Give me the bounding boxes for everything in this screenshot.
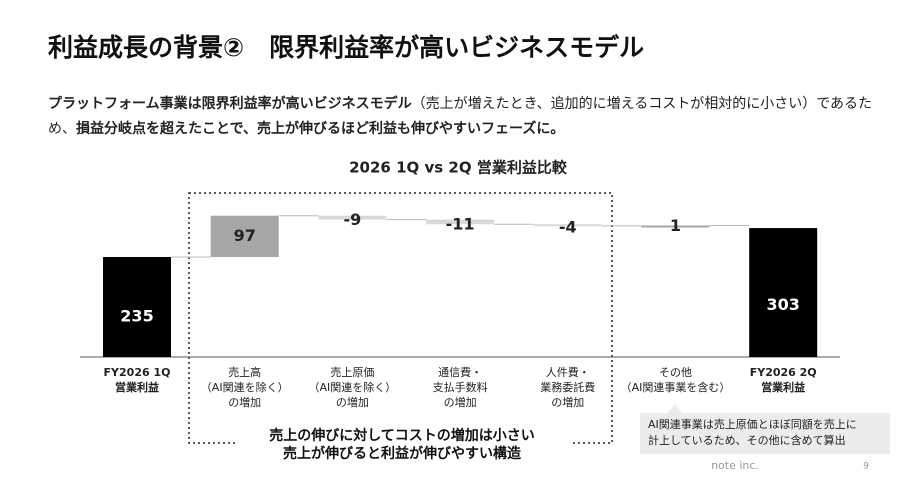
x-tick-label: の増加 [336, 396, 369, 409]
box-label-bg [238, 424, 570, 464]
bar [533, 224, 602, 227]
chart-title: 2026 1Q vs 2Q 営業利益比較 [349, 159, 568, 177]
callout-pointer [668, 404, 682, 413]
box-annotation: 売上の伸びに対してコストの増加は小さい [269, 427, 535, 444]
bar [749, 228, 818, 357]
lead-segment: （売上が増えたとき、追加的に増えるコストが相対的に小さい）であるため、 [48, 96, 873, 137]
callout-text: 計上しているため、その他に含めて算出 [648, 433, 846, 447]
page-number: 9 [863, 462, 869, 472]
slide-title: 利益成長の背景② 限界利益率が高いビジネスモデル [48, 33, 645, 62]
value-label: 235 [120, 307, 153, 326]
value-label: 303 [766, 295, 799, 314]
x-tick-label: FY2026 2Q [750, 366, 817, 379]
callout [640, 413, 890, 454]
x-tick-label: 売上原価 [330, 366, 374, 379]
x-tick-label: （AI関連事業を含む） [621, 380, 731, 394]
x-tick-label: その他 [659, 366, 692, 379]
x-tick-label: 業務委託費 [540, 380, 595, 394]
callout-text: AI関連事業は売上原価とほぼ同額を売上に [648, 417, 857, 431]
value-label: -11 [446, 214, 475, 233]
bar [426, 219, 495, 225]
x-tick-label: の増加 [551, 396, 584, 409]
bar [210, 215, 279, 257]
bar [641, 225, 710, 228]
x-tick-label: 売上高 [228, 365, 261, 379]
value-label: 97 [234, 226, 256, 245]
x-tick-label: FY2026 1Q [104, 366, 171, 379]
x-tick-label: （AI関連を除く） [309, 380, 397, 394]
x-tick-label: （AI関連を除く） [201, 380, 289, 394]
dotted-box [188, 192, 613, 444]
x-tick-label: 通信費・ [438, 365, 482, 379]
x-tick-label: 営業利益 [761, 380, 805, 394]
bar [103, 257, 171, 357]
lead-segment: プラットフォーム事業は限界利益率が高いビジネスモデル [48, 96, 412, 112]
bar [318, 215, 387, 220]
x-tick-label: の増加 [228, 396, 261, 409]
x-tick-label: 支払手数料 [433, 380, 488, 394]
value-label: -4 [559, 218, 577, 237]
lead-segment: 損益分岐点を超えたことで、売上が伸びるほど利益も伸びやすいフェーズに。 [76, 121, 565, 137]
x-tick-label: 人件費・ [546, 365, 590, 379]
footer: note inc. [711, 459, 759, 472]
box-annotation: 売上が伸びると利益が伸びやすい構造 [283, 445, 521, 462]
x-tick-label: 営業利益 [115, 380, 159, 394]
value-label: -9 [344, 210, 362, 229]
x-tick-label: の増加 [444, 396, 477, 409]
lead-text: プラットフォーム事業は限界利益率が高いビジネスモデル（売上が増えたとき、追加的に… [48, 92, 888, 142]
value-label: 1 [670, 216, 681, 235]
